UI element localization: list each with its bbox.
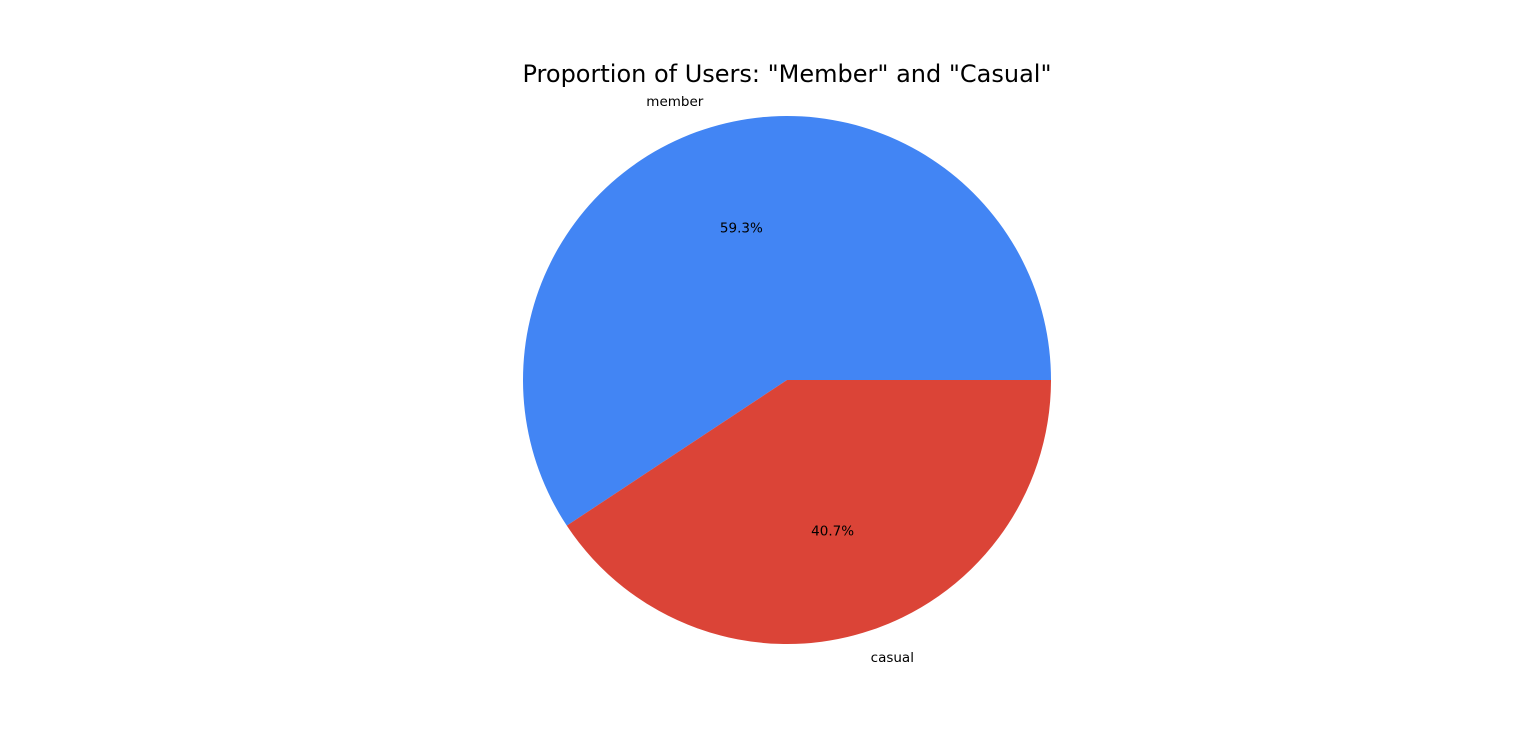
pie-slice-member xyxy=(523,116,1051,526)
pie-slice-casual xyxy=(566,380,1051,645)
slice-label-member: member xyxy=(646,94,703,110)
percent-label-casual: 40.7% xyxy=(811,524,854,540)
slice-label-casual: casual xyxy=(871,650,914,666)
pie-slices xyxy=(523,116,1051,645)
percent-label-member: 59.3% xyxy=(720,220,763,236)
chart-title: Proportion of Users: "Member" and "Casua… xyxy=(523,60,1052,88)
pie-labels: member 59.3% casual 40.7% xyxy=(646,94,914,666)
